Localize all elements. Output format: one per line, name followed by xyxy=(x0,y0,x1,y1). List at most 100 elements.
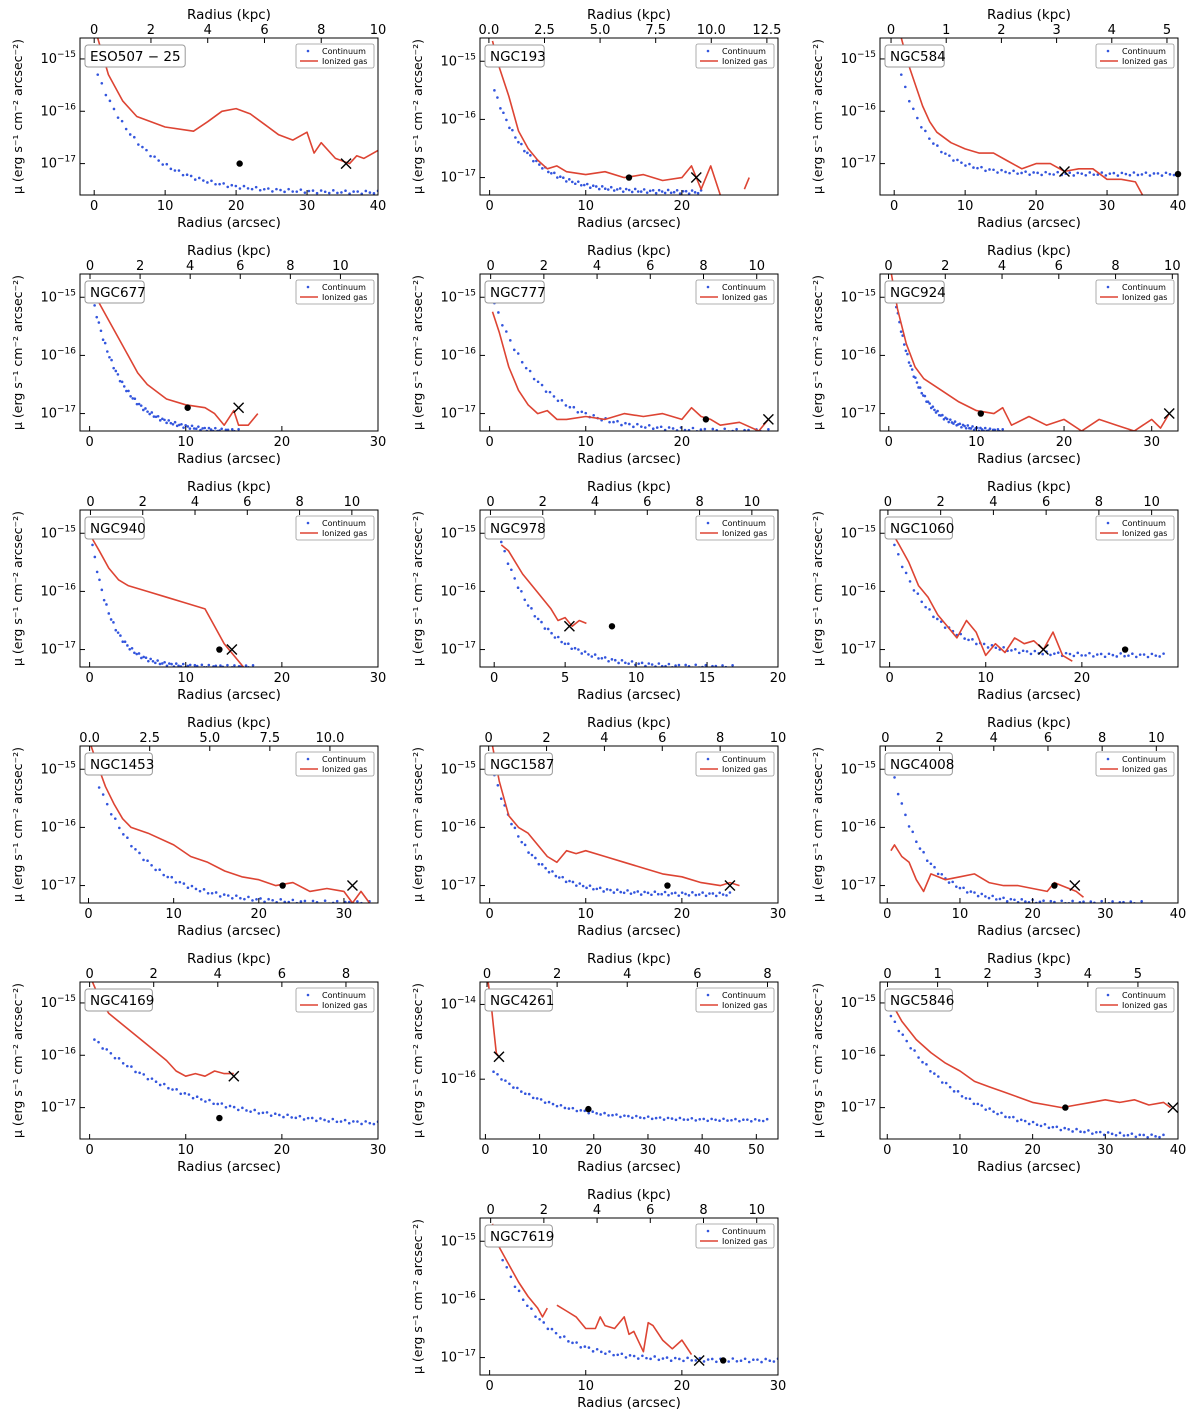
x-tick-label: 20 xyxy=(1024,1143,1041,1158)
continuum-point xyxy=(516,1086,519,1090)
continuum-point xyxy=(144,407,147,410)
x-tick-label: 20 xyxy=(1056,435,1073,450)
x-tick-label: 40 xyxy=(370,199,387,214)
y-tick-label: 10−15 xyxy=(840,994,876,1011)
continuum-point xyxy=(1059,1128,1063,1132)
continuum-point xyxy=(588,186,592,190)
continuum-point xyxy=(171,422,175,426)
x2-tick-label: 4 xyxy=(591,495,599,510)
legend-continuum-label: Continuum xyxy=(1122,755,1166,764)
y-tick-base: 10 xyxy=(840,1048,857,1063)
x-tick-label: 20 xyxy=(1074,671,1091,686)
continuum-point xyxy=(543,627,547,630)
legend-box xyxy=(1095,987,1175,1013)
continuum-point xyxy=(287,187,290,191)
legend-continuum-swatch xyxy=(706,757,710,761)
continuum-point xyxy=(247,895,250,899)
continuum-point xyxy=(611,1113,614,1117)
continuum-point xyxy=(235,894,238,897)
y-tick-base: 10 xyxy=(440,171,457,186)
legend-continuum-swatch xyxy=(306,521,310,525)
continuum-point xyxy=(722,1117,725,1121)
continuum-point xyxy=(192,427,196,430)
continuum-point xyxy=(501,1258,504,1262)
continuum-point xyxy=(600,656,604,660)
gas-line-segment xyxy=(556,1304,693,1356)
continuum-point xyxy=(1041,652,1044,656)
continuum-point xyxy=(1124,172,1128,176)
y-tick-label: 10−16 xyxy=(840,346,876,363)
y-tick-base: 10 xyxy=(440,762,457,777)
x-tick-label: 30 xyxy=(640,1143,657,1158)
y-tick-exponent: −17 xyxy=(457,1349,476,1359)
y-tick-label: 10−15 xyxy=(840,760,876,777)
continuum-point xyxy=(581,884,585,888)
continuum-point xyxy=(113,1056,117,1060)
continuum-point xyxy=(980,892,984,896)
continuum-point xyxy=(667,893,670,897)
continuum-point xyxy=(1067,1128,1070,1131)
y-tick-exponent: −17 xyxy=(457,877,476,887)
continuum-point xyxy=(553,171,556,175)
continuum-point xyxy=(154,1080,158,1083)
x-tick-label: 20 xyxy=(674,1379,691,1394)
continuum-point xyxy=(538,1317,541,1321)
continuum-point xyxy=(517,835,520,838)
y-tick-base: 10 xyxy=(840,584,857,599)
continuum-point xyxy=(996,1112,999,1116)
continuum-point xyxy=(1138,653,1142,656)
x2-tick-label: 1 xyxy=(942,23,950,38)
continuum-series xyxy=(93,1038,378,1126)
continuum-point xyxy=(562,1335,566,1338)
continuum-point xyxy=(1080,654,1083,657)
legend-box xyxy=(695,1223,775,1249)
continuum-point xyxy=(212,1102,215,1106)
continuum-point xyxy=(1033,649,1037,653)
continuum-point xyxy=(137,143,140,146)
continuum-point xyxy=(1118,1131,1122,1135)
continuum-point xyxy=(178,880,182,884)
continuum-point xyxy=(291,898,295,902)
continuum-point xyxy=(1088,171,1092,174)
continuum-point xyxy=(694,663,698,667)
x-tick-label: 0 xyxy=(885,671,893,686)
continuum-point xyxy=(1134,655,1138,659)
continuum-point xyxy=(246,187,250,190)
continuum-point xyxy=(560,399,564,402)
x-tick-label: 0 xyxy=(481,1143,489,1158)
continuum-point xyxy=(551,870,554,873)
continuum-point xyxy=(105,802,109,806)
continuum-point xyxy=(242,184,246,188)
x-axis-label: Radius (arcsec) xyxy=(977,451,1081,467)
x-axis-label: Radius (arcsec) xyxy=(577,923,681,939)
continuum-point xyxy=(612,189,616,192)
continuum-point xyxy=(536,617,540,621)
continuum-point xyxy=(141,145,144,149)
continuum-point xyxy=(579,184,583,187)
continuum-point xyxy=(299,188,303,191)
continuum-point xyxy=(97,786,101,789)
x2-tick-label: 10.0 xyxy=(697,23,726,38)
continuum-series xyxy=(493,1234,778,1364)
x2-tick-label: 7.5 xyxy=(260,731,281,746)
plot-frame xyxy=(79,509,379,668)
continuum-point xyxy=(146,410,149,413)
galaxy-name-box xyxy=(84,516,145,540)
continuum-point xyxy=(721,893,725,896)
continuum-point xyxy=(1053,900,1056,903)
y-tick-base: 10 xyxy=(40,104,57,119)
continuum-point xyxy=(904,571,908,575)
continuum-point xyxy=(904,349,908,353)
continuum-point xyxy=(671,427,675,430)
continuum-point xyxy=(174,881,178,884)
continuum-point xyxy=(616,1353,620,1357)
continuum-point xyxy=(1088,651,1091,655)
continuum-point xyxy=(105,603,108,606)
x-axis-label: Radius (arcsec) xyxy=(577,1395,681,1411)
galaxy-name-box xyxy=(84,752,153,776)
continuum-point xyxy=(158,419,162,422)
continuum-point xyxy=(940,1081,944,1084)
continuum-point xyxy=(189,174,193,178)
